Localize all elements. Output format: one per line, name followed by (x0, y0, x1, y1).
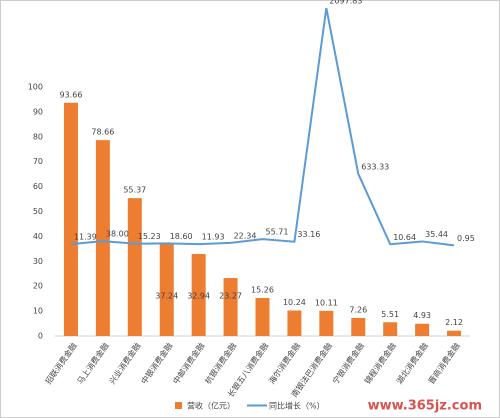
line (70, 7, 455, 247)
bar (447, 330, 462, 336)
y-tick-label: 100 (28, 83, 43, 92)
line-value-label: 0.95 (457, 234, 475, 243)
y-tick-label: 60 (33, 182, 43, 191)
y-tick-label: 90 (33, 107, 43, 116)
line-value-label: 35.44 (425, 230, 448, 239)
bar (255, 298, 270, 336)
bar (127, 198, 142, 336)
bar (63, 102, 78, 337)
line-value-label: 55.71 (266, 228, 289, 237)
line-value-label: 633.33 (361, 162, 389, 171)
watermark: www.365jz.com (368, 399, 482, 414)
line-value-label: 38.00 (106, 230, 129, 239)
line-value-label: 11.93 (202, 233, 225, 242)
bar-value-label: 7.26 (349, 305, 367, 314)
y-tick-label: 50 (33, 207, 43, 216)
legend-label: 同比增长（%） (269, 401, 325, 411)
line-value-label: 33.16 (297, 230, 320, 239)
line-value-label: 22.34 (234, 231, 257, 240)
bar (287, 310, 302, 336)
bar-value-label: 5.51 (381, 310, 399, 319)
y-tick-label: 0 (38, 332, 43, 341)
bar-value-label: 93.66 (60, 90, 83, 99)
line-value-label: 15.23 (138, 232, 161, 241)
bar-value-label: 37.24 (155, 292, 178, 301)
bar (95, 140, 110, 336)
bar-value-label: 10.11 (315, 298, 338, 307)
line-value-label: 18.60 (170, 232, 193, 241)
bar-value-label: 32.94 (187, 292, 210, 301)
y-tick-label: 70 (33, 157, 43, 166)
bar (159, 243, 174, 336)
bar-value-label: 15.26 (251, 286, 274, 295)
y-tick-label: 10 (33, 307, 43, 316)
legend-swatch (175, 402, 182, 409)
legend-label: 营收（亿元） (187, 401, 235, 411)
y-tick-label: 20 (33, 282, 43, 291)
bar (319, 310, 334, 336)
bar (415, 323, 430, 336)
bar-value-label: 23.27 (219, 292, 242, 301)
y-tick-label: 30 (33, 257, 43, 266)
bar-value-label: 2.12 (445, 318, 463, 327)
bar (191, 253, 206, 336)
line-value-label: 2097.83 (329, 0, 362, 6)
bar-value-label: 78.66 (91, 128, 114, 137)
bar-value-label: 10.24 (283, 298, 306, 307)
line-value-label: 10.64 (393, 233, 416, 242)
bar (351, 317, 366, 336)
line-value-label: 11.39 (74, 233, 97, 242)
bar (383, 322, 398, 336)
y-tick-label: 80 (33, 132, 43, 141)
y-tick-label: 40 (33, 232, 43, 241)
bar-value-label: 55.37 (123, 186, 146, 195)
bar (223, 278, 238, 336)
bar-value-label: 4.93 (413, 311, 431, 320)
